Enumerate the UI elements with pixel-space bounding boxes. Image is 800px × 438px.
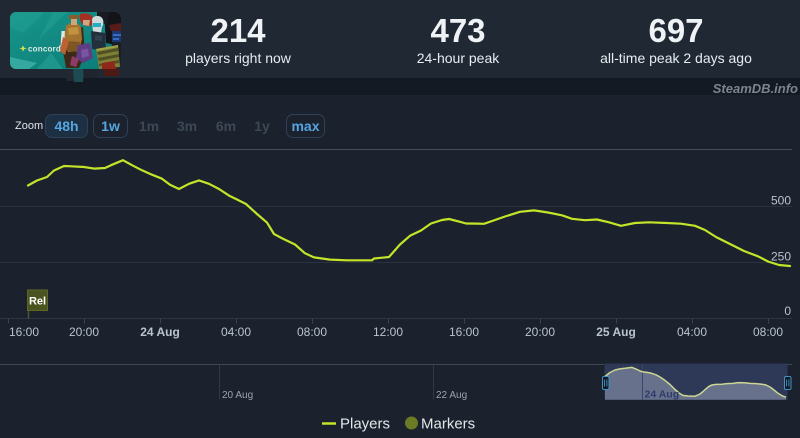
svg-text:12:00: 12:00: [373, 325, 403, 339]
svg-text:Rel: Rel: [29, 296, 46, 308]
svg-text:concord: concord: [28, 45, 61, 54]
svg-text:22 Aug: 22 Aug: [436, 390, 467, 401]
svg-text:Markers: Markers: [421, 416, 475, 433]
svg-text:250: 250: [771, 250, 791, 264]
svg-text:16:00: 16:00: [9, 325, 39, 339]
svg-text:08:00: 08:00: [753, 325, 783, 339]
svg-text:0: 0: [784, 304, 791, 318]
svg-text:Players: Players: [340, 416, 390, 433]
svg-text:16:00: 16:00: [449, 325, 479, 339]
svg-text:04:00: 04:00: [221, 325, 251, 339]
svg-text:08:00: 08:00: [297, 325, 327, 339]
svg-text:20:00: 20:00: [69, 325, 99, 339]
svg-text:24 Aug: 24 Aug: [140, 325, 180, 339]
svg-text:04:00: 04:00: [677, 325, 707, 339]
svg-text:20 Aug: 20 Aug: [222, 390, 253, 401]
svg-text:24 Aug: 24 Aug: [645, 389, 680, 401]
svg-text:500: 500: [771, 194, 791, 208]
svg-text:25 Aug: 25 Aug: [596, 325, 636, 339]
svg-text:20:00: 20:00: [525, 325, 555, 339]
